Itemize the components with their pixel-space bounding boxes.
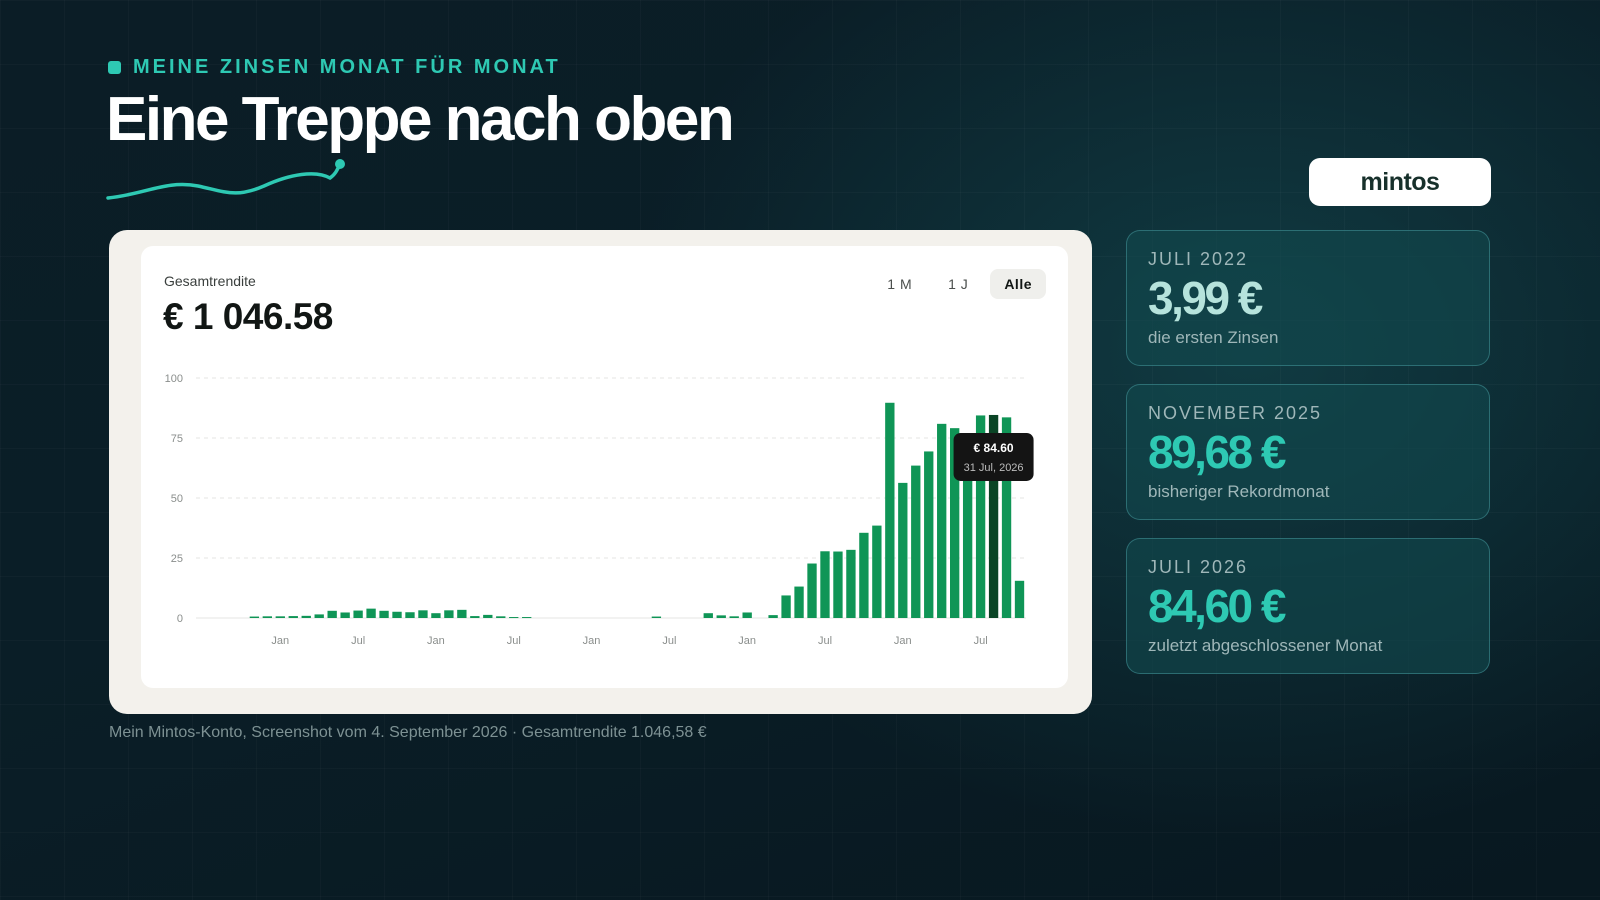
x-tick-label: Jul xyxy=(974,635,988,647)
bar xyxy=(937,423,947,618)
bar xyxy=(275,616,285,618)
bar xyxy=(327,610,337,618)
bar xyxy=(431,613,441,618)
bar xyxy=(522,617,532,619)
bar-highlighted xyxy=(988,414,999,618)
bar xyxy=(781,595,791,618)
stat-period: NOVEMBER 2025 xyxy=(1148,403,1323,423)
bar xyxy=(950,428,960,618)
tooltip-box xyxy=(953,432,1034,481)
stat-description: die ersten Zinsen xyxy=(1148,328,1279,347)
stat-description: zuletzt abgeschlossener Monat xyxy=(1148,636,1383,655)
tab-1-month[interactable]: 1 M xyxy=(887,276,913,292)
bar xyxy=(820,551,830,618)
bar xyxy=(911,465,921,618)
tab-all[interactable]: Alle xyxy=(990,269,1046,299)
bar xyxy=(262,616,272,618)
stat-value: 84,60 € xyxy=(1148,580,1286,632)
stat-card-last-month: JULI 2026 84,60 € zuletzt abgeschlossene… xyxy=(1126,538,1490,674)
x-tick-label: Jan xyxy=(427,635,445,647)
bar xyxy=(470,616,480,618)
bar xyxy=(768,615,778,618)
y-tick-label: 75 xyxy=(171,433,183,445)
stat-card-first-interest: JULI 2022 3,99 € die ersten Zinsen xyxy=(1126,230,1490,366)
bar xyxy=(314,614,324,618)
bar xyxy=(288,616,298,618)
bar xyxy=(444,610,454,618)
bar xyxy=(833,551,843,618)
eyebrow: MEINE ZINSEN MONAT FÜR MONAT xyxy=(108,56,561,79)
bar xyxy=(405,612,415,618)
range-tabs: 1 M 1 J Alle xyxy=(873,269,1046,299)
bar xyxy=(846,549,856,618)
tooltip-date: 31 Jul, 2026 xyxy=(964,462,1024,474)
y-tick-label: 50 xyxy=(171,493,183,505)
page-title: Eine Treppe nach oben xyxy=(106,85,735,154)
card-label: Gesamtrendite xyxy=(164,273,256,289)
bar xyxy=(1001,417,1012,618)
bar xyxy=(729,616,739,618)
bar xyxy=(885,402,895,618)
bar xyxy=(651,616,662,618)
bar xyxy=(509,617,519,619)
bar xyxy=(483,614,493,618)
y-tick-label: 0 xyxy=(177,613,183,625)
mintos-logo: mintos xyxy=(1309,158,1491,206)
stat-card-record-month: NOVEMBER 2025 89,68 € bisheriger Rekordm… xyxy=(1126,384,1490,520)
bar xyxy=(379,610,389,618)
bar xyxy=(975,415,986,618)
y-tick-label: 25 xyxy=(171,553,183,565)
eyebrow-text: MEINE ZINSEN MONAT FÜR MONAT xyxy=(133,56,561,78)
bar xyxy=(457,609,467,618)
tab-1-year[interactable]: 1 J xyxy=(948,276,969,292)
bar xyxy=(962,447,973,618)
x-tick-label: Jul xyxy=(507,635,521,647)
bar xyxy=(794,586,804,618)
x-tick-label: Jan xyxy=(738,635,756,647)
bar xyxy=(392,611,402,618)
bar xyxy=(859,532,869,618)
bar xyxy=(340,612,350,618)
stat-period: JULI 2022 xyxy=(1148,249,1249,269)
bar xyxy=(924,451,934,618)
bar xyxy=(716,615,726,618)
bar xyxy=(872,525,882,618)
bar xyxy=(1014,580,1025,618)
bar xyxy=(301,615,311,618)
bar xyxy=(418,610,428,618)
footnote: Mein Mintos-Konto, Screenshot vom 4. Sep… xyxy=(109,724,707,741)
bar xyxy=(366,608,376,618)
total-return-value: € 1 046.58 xyxy=(163,296,333,337)
x-tick-label: Jan xyxy=(894,635,912,647)
bar xyxy=(898,482,908,618)
bar xyxy=(807,563,817,618)
bar xyxy=(742,612,752,618)
eyebrow-dot-icon xyxy=(108,61,121,74)
stat-period: JULI 2026 xyxy=(1148,557,1249,577)
screenshot-frame: Gesamtrendite € 1 046.58 1 M 1 J Alle 0 2… xyxy=(109,230,1092,714)
bar xyxy=(496,616,506,618)
x-tick-label: Jan xyxy=(583,635,601,647)
bar xyxy=(249,616,260,618)
x-tick-label: Jul xyxy=(351,635,365,647)
stat-value: 3,99 € xyxy=(1148,272,1263,324)
x-tick-label: Jul xyxy=(662,635,676,647)
stat-value: 89,68 € xyxy=(1148,426,1286,478)
squiggle-decoration-icon xyxy=(106,159,345,200)
x-tick-label: Jul xyxy=(818,635,832,647)
bar xyxy=(703,613,713,618)
returns-card: Gesamtrendite € 1 046.58 1 M 1 J Alle 0 2… xyxy=(141,246,1068,688)
returns-bar-chart: 0 25 50 75 100 Jan Jul Jan Jul Jan Jul Jan Jul Jan Jul… xyxy=(165,373,1034,647)
tooltip-value: € 84.60 xyxy=(974,441,1014,455)
y-tick-label: 100 xyxy=(165,373,183,385)
stat-description: bisheriger Rekordmonat xyxy=(1148,482,1330,501)
x-tick-label: Jan xyxy=(271,635,289,647)
bar xyxy=(353,610,363,618)
